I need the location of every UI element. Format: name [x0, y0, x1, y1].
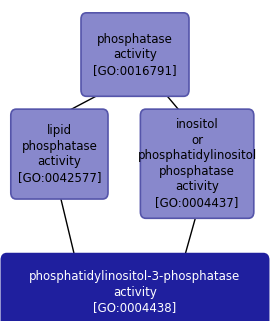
FancyBboxPatch shape: [11, 109, 108, 199]
Text: lipid
phosphatase
activity
[GO:0042577]: lipid phosphatase activity [GO:0042577]: [18, 124, 101, 184]
FancyBboxPatch shape: [1, 254, 269, 321]
Text: phosphatidylinositol-3-phosphatase
activity
[GO:0004438]: phosphatidylinositol-3-phosphatase activ…: [29, 270, 241, 314]
FancyBboxPatch shape: [140, 109, 254, 218]
FancyBboxPatch shape: [81, 13, 189, 96]
Text: inositol
or
phosphatidylinositol
phosphatase
activity
[GO:0004437]: inositol or phosphatidylinositol phospha…: [137, 118, 257, 209]
Text: phosphatase
activity
[GO:0016791]: phosphatase activity [GO:0016791]: [93, 32, 177, 77]
